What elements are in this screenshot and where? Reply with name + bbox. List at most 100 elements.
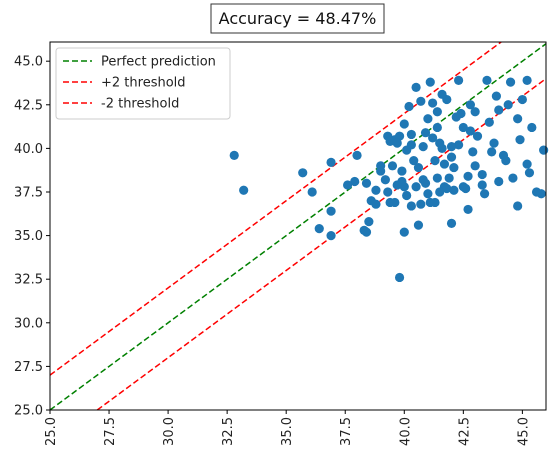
scatter-point: [376, 166, 386, 176]
x-tick-label: 30.0: [162, 417, 177, 446]
legend-label: -2 threshold: [101, 97, 179, 112]
scatter-point: [477, 169, 487, 180]
scatter-point: [387, 161, 398, 171]
scatter-point: [463, 171, 473, 181]
y-tick-label: 40.0: [14, 142, 43, 157]
scatter-point: [423, 114, 433, 124]
title-frame: [210, 3, 385, 34]
scatter-point: [298, 168, 308, 178]
scatter-point: [229, 150, 239, 160]
x-axis: 25.0 27.5 30.0 32.5 35.0 37.5 40.0 42.5 45.0: [44, 410, 531, 446]
scatter-point: [411, 182, 421, 192]
scatter-point: [404, 101, 414, 112]
scatter-point: [413, 162, 424, 173]
scatter-point: [513, 114, 523, 124]
scatter-point: [364, 217, 374, 227]
plot-frame: [49, 41, 547, 411]
scatter-point: [430, 155, 440, 166]
chart-title: Accuracy = 48.47%: [219, 9, 377, 28]
scatter-point: [394, 272, 405, 283]
scatter-point: [402, 190, 412, 201]
scatter-point: [326, 206, 336, 216]
scatter-point: [423, 189, 433, 199]
scatter-point: [449, 162, 459, 173]
scatter-point: [517, 94, 527, 105]
scatter-point: [397, 166, 407, 176]
scatter-point: [484, 117, 494, 127]
scatter-point: [472, 131, 483, 141]
scatter-point: [439, 159, 450, 169]
y-tick-label: 30.0: [14, 316, 43, 331]
scatter-point: [411, 82, 421, 92]
scatter-point: [479, 189, 490, 199]
scatter-point: [416, 199, 426, 209]
scatter-point: [482, 75, 492, 85]
scatter-point: [394, 131, 405, 141]
scatter-point: [437, 143, 447, 153]
y-tick-label: 27.5: [14, 360, 43, 375]
legend-label: +2 threshold: [101, 76, 186, 91]
scatter-point: [430, 197, 440, 208]
scatter-point: [477, 180, 487, 190]
scatter-point: [432, 173, 442, 183]
scatter-point: [385, 136, 395, 147]
scatter-point: [326, 157, 336, 167]
y-tick-label: 32.5: [14, 273, 43, 288]
scatter-point: [458, 182, 468, 192]
title-box: Accuracy = 48.47%: [210, 3, 385, 34]
scatter-point: [418, 142, 428, 152]
scatter-point: [399, 119, 409, 129]
scatter-point: [444, 173, 454, 183]
scatter-point: [420, 128, 431, 138]
scatter-point: [515, 135, 525, 145]
scatter-point: [425, 77, 435, 87]
scatter-point: [508, 173, 518, 183]
scatter-point: [428, 98, 438, 108]
scatter-point: [383, 187, 393, 197]
legend-label: Perfect prediction: [101, 55, 216, 70]
legend: Perfect prediction +2 threshold -2 thresho…: [55, 47, 231, 120]
scatter-point: [406, 129, 416, 140]
scatter-point: [432, 107, 442, 117]
scatter-point: [399, 227, 409, 237]
scatter-point: [494, 176, 504, 187]
scatter-point: [326, 230, 336, 241]
scatter-point: [536, 189, 546, 199]
scatter-point: [380, 175, 390, 185]
scatter-point: [435, 187, 445, 197]
scatter-point: [239, 185, 249, 195]
scatter-point: [307, 187, 317, 197]
scatter-point: [371, 199, 381, 209]
scatter-point: [501, 155, 511, 166]
scatter-point: [449, 185, 459, 195]
scatter-point: [361, 178, 372, 188]
scatter-point: [361, 227, 372, 237]
scatter-point: [522, 75, 532, 85]
scatter-point: [522, 159, 532, 169]
scatter-point: [470, 107, 480, 117]
x-tick-label: 35.0: [280, 417, 295, 446]
x-tick-label: 42.5: [457, 417, 472, 446]
scatter-point: [420, 178, 431, 188]
scatter-point: [491, 91, 501, 101]
reference-line-0: [49, 43, 547, 411]
scatter-point: [406, 201, 416, 211]
scatter-point: [390, 197, 400, 208]
scatter-point: [446, 152, 457, 162]
scatter-point: [539, 145, 549, 155]
scatter-point: [524, 168, 535, 178]
scatter-point: [463, 204, 473, 215]
scatter-point: [352, 150, 362, 160]
scatter-point: [468, 147, 478, 157]
y-tick-label: 45.0: [14, 55, 43, 70]
scatter-point: [465, 126, 476, 136]
x-tick-label: 25.0: [44, 417, 59, 446]
y-axis: 25.0 27.5 30.0 32.5 35.0 37.5 40.0 42.5 45.0: [14, 55, 50, 419]
scatter-point: [371, 185, 381, 195]
scatter-point: [505, 77, 516, 87]
scatter-point: [487, 147, 497, 157]
x-tick-label: 37.5: [339, 417, 354, 446]
y-tick-label: 25.0: [14, 404, 43, 419]
scatter-point: [446, 142, 457, 152]
